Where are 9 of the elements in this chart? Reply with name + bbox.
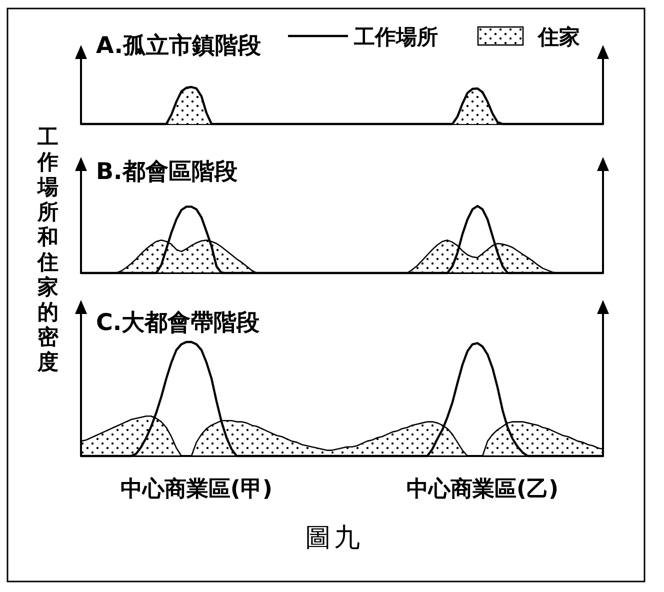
legend-label: 住家 — [537, 25, 580, 49]
x-tick-label: 中心商業區(甲) — [120, 476, 272, 502]
text: 圖九 — [305, 523, 363, 553]
x-tick-label: 中心商業區(乙) — [406, 476, 559, 502]
chart-title: C.大都會帶階段 — [96, 310, 261, 336]
legend-label: 工作場所 — [353, 25, 438, 49]
chart-title: A.孤立市鎮階段 — [96, 32, 262, 59]
text: 工作場所和住家的密度 — [38, 125, 58, 374]
chart-title: B.都會區階段 — [96, 159, 238, 185]
